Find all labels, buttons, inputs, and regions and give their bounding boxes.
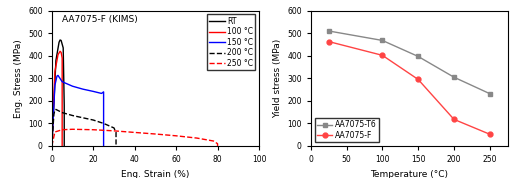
200 °C <box>111 127 117 129</box>
AA7075-F <box>451 118 457 121</box>
100 °C <box>59 118 65 120</box>
AA7075-T6 <box>486 93 493 95</box>
250 °C <box>90 129 96 131</box>
150 °C <box>54 75 60 77</box>
200 °C <box>113 145 119 147</box>
Line: 200 °C: 200 °C <box>52 109 116 146</box>
150 °C <box>55 74 61 77</box>
RT <box>56 41 62 43</box>
100 °C <box>58 51 64 53</box>
200 °C <box>100 122 107 124</box>
150 °C <box>59 81 65 83</box>
RT <box>61 145 67 147</box>
AA7075-T6 <box>415 55 421 57</box>
250 °C <box>69 128 76 130</box>
150 °C <box>98 92 105 95</box>
100 °C <box>49 145 55 147</box>
200 °C <box>51 113 57 116</box>
150 °C <box>52 84 58 86</box>
250 °C <box>152 133 159 135</box>
Line: RT: RT <box>52 40 64 146</box>
250 °C <box>59 129 65 131</box>
100 °C <box>57 50 63 52</box>
200 °C <box>49 145 55 147</box>
250 °C <box>173 135 179 137</box>
250 °C <box>210 140 217 142</box>
200 °C <box>90 119 96 121</box>
200 °C <box>59 112 65 114</box>
Line: AA7075-F: AA7075-F <box>326 39 492 137</box>
200 °C <box>113 131 119 134</box>
AA7075-F <box>415 78 421 80</box>
Line: 100 °C: 100 °C <box>52 51 62 146</box>
Y-axis label: Eng. Stress (MPa): Eng. Stress (MPa) <box>13 39 23 118</box>
Legend: RT, 100 °C, 150 °C, 200 °C, 250 °C: RT, 100 °C, 150 °C, 200 °C, 250 °C <box>207 14 255 70</box>
AA7075-T6 <box>451 76 457 78</box>
250 °C <box>52 131 58 133</box>
AA7075-F <box>486 133 493 135</box>
RT <box>49 145 55 147</box>
250 °C <box>49 145 55 147</box>
150 °C <box>80 88 86 90</box>
Line: 150 °C: 150 °C <box>52 75 104 146</box>
250 °C <box>214 143 221 145</box>
150 °C <box>100 122 107 124</box>
RT <box>61 113 67 116</box>
RT <box>57 39 63 41</box>
150 °C <box>49 145 55 147</box>
150 °C <box>100 145 107 147</box>
X-axis label: Temperature (°C): Temperature (°C) <box>370 169 448 178</box>
250 °C <box>132 131 138 134</box>
RT <box>53 59 59 61</box>
200 °C <box>52 109 58 111</box>
200 °C <box>69 114 76 117</box>
AA7075-T6 <box>326 30 332 32</box>
200 °C <box>53 108 59 111</box>
150 °C <box>90 90 96 92</box>
250 °C <box>214 145 221 147</box>
RT <box>61 104 67 106</box>
150 °C <box>100 91 107 93</box>
150 °C <box>69 85 76 87</box>
100 °C <box>55 54 61 56</box>
250 °C <box>194 137 200 139</box>
100 °C <box>59 145 65 147</box>
Text: AA7075-F (KIMS): AA7075-F (KIMS) <box>62 15 138 24</box>
200 °C <box>80 117 86 119</box>
AA7075-F <box>379 54 385 56</box>
100 °C <box>52 70 58 73</box>
Line: 250 °C: 250 °C <box>52 129 218 146</box>
Legend: AA7075-T6, AA7075-F: AA7075-T6, AA7075-F <box>314 118 379 142</box>
Y-axis label: Yield stress (MPa): Yield stress (MPa) <box>272 39 282 118</box>
AA7075-T6 <box>379 39 385 41</box>
RT <box>58 39 64 41</box>
RT <box>60 47 66 49</box>
Line: AA7075-T6: AA7075-T6 <box>326 28 492 96</box>
X-axis label: Eng. Strain (%): Eng. Strain (%) <box>121 169 190 178</box>
100 °C <box>59 57 65 59</box>
AA7075-F <box>326 41 332 43</box>
250 °C <box>111 130 117 132</box>
